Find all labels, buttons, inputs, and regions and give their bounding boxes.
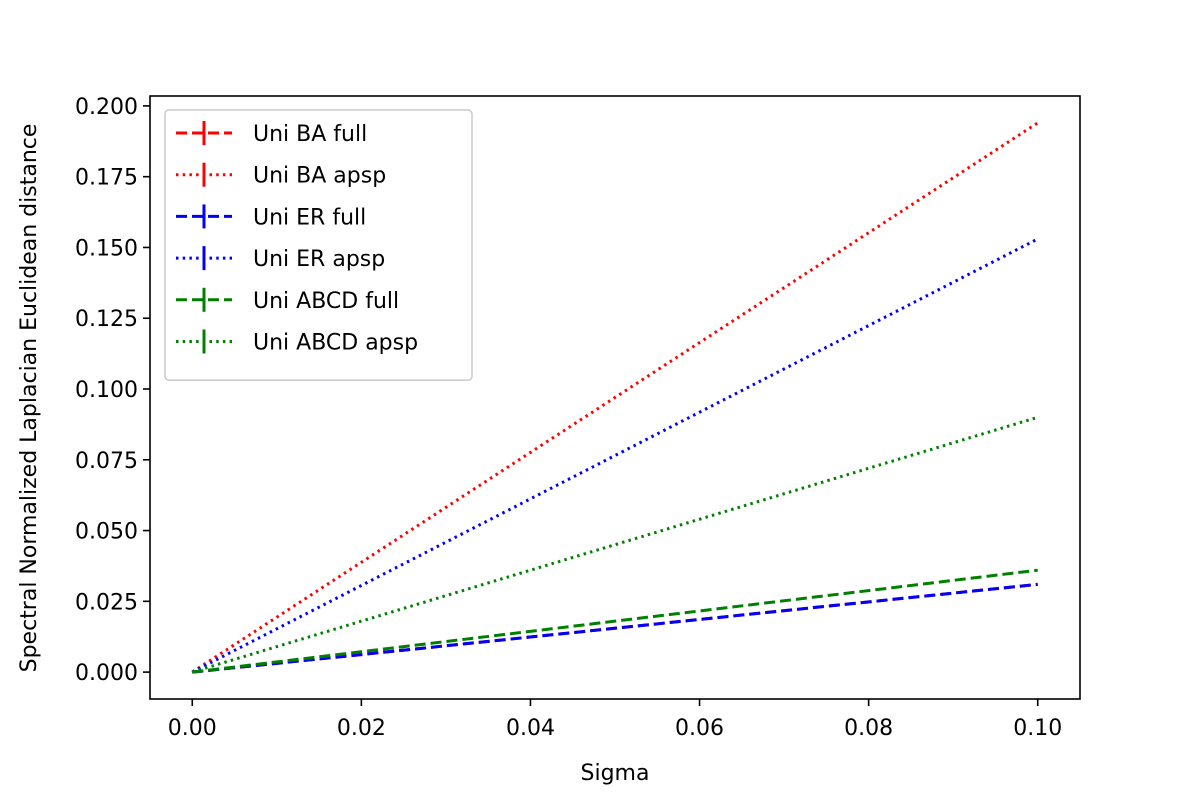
- legend-label-uni-abcd-full: Uni ABCD full: [253, 289, 399, 314]
- y-tick-label: 0.000: [75, 661, 138, 686]
- plot-frame: [149, 95, 1081, 700]
- legend-label-uni-er-apsp: Uni ER apsp: [253, 247, 385, 272]
- y-tick-label: 0.050: [75, 520, 138, 545]
- y-tick-label: 0.125: [75, 307, 138, 332]
- series-line-uni-abcd-full: [192, 568, 1038, 674]
- series-line-uni-er-apsp: [191, 237, 1039, 674]
- x-tick-label: 0.08: [844, 716, 893, 741]
- series-layer: [191, 121, 1039, 674]
- y-axis-label: Spectral Normalized Laplacian Euclidean …: [17, 124, 42, 673]
- legend-label-uni-abcd-apsp: Uni ABCD apsp: [253, 331, 418, 356]
- y-tick-label: 0.150: [75, 236, 138, 261]
- legend-label-uni-er-full: Uni ER full: [253, 205, 366, 230]
- y-tick-label: 0.175: [75, 166, 138, 191]
- legend-label-uni-ba-full: Uni BA full: [253, 122, 367, 147]
- series-line-uni-er-full: [192, 582, 1038, 674]
- y-tick-label: 0.200: [75, 95, 138, 120]
- x-axis-label: Sigma: [581, 761, 650, 786]
- y-tick-label: 0.025: [75, 590, 138, 615]
- y-axis: 0.000 0.025 0.050 0.075 0.100 0.125 0.150 0.175…: [75, 95, 150, 686]
- x-tick-label: 0.06: [675, 716, 724, 741]
- legend: Uni BA full Uni BA apsp Uni ER full Uni ER …: [164, 109, 473, 382]
- legend-box: [164, 109, 473, 382]
- x-tick-label: 0.02: [337, 716, 386, 741]
- y-tick-label: 0.100: [75, 378, 138, 403]
- x-tick-label: 0.00: [168, 716, 217, 741]
- x-axis: 0.00 0.02 0.04 0.06 0.08 0.10: [168, 699, 1062, 741]
- legend-label-uni-ba-apsp: Uni BA apsp: [253, 164, 386, 189]
- y-tick-label: 0.075: [75, 449, 138, 474]
- x-tick-label: 0.10: [1013, 716, 1062, 741]
- series-line-uni-ba-apsp: [191, 121, 1039, 674]
- x-tick-label: 0.04: [506, 716, 555, 741]
